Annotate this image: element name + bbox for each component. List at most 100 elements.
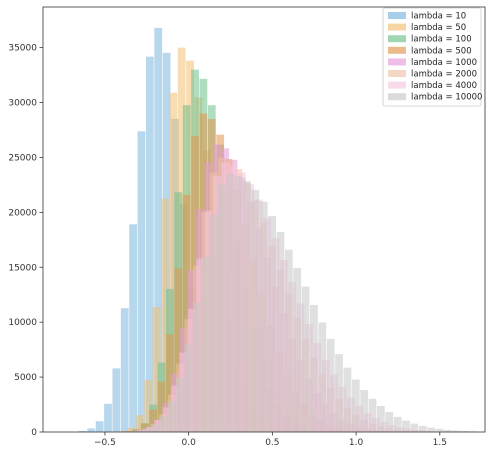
- histogram-bar: [259, 201, 268, 432]
- histogram-bar: [120, 308, 129, 432]
- y-tick-label: 0: [31, 428, 37, 438]
- x-axis: −0.5 0.0 0.5 1.0 1.5: [94, 432, 447, 448]
- legend-swatch: [388, 12, 406, 19]
- histogram-bar: [368, 398, 377, 432]
- histogram-bar: [152, 307, 161, 432]
- legend-swatch: [388, 81, 406, 89]
- legend-label: lambda = 4000: [411, 81, 477, 91]
- histogram-bar: [149, 409, 158, 432]
- histogram-bar: [393, 416, 402, 432]
- x-tick-label: 0.5: [265, 438, 279, 448]
- histogram-bar: [145, 56, 154, 433]
- histogram-bar: [443, 429, 452, 432]
- histogram-bar: [132, 429, 141, 432]
- legend-label: lambda = 500: [411, 46, 472, 56]
- y-tick-label: 35000: [8, 44, 37, 54]
- series-8: [134, 173, 477, 432]
- histogram-bar: [182, 195, 191, 432]
- histogram-bar: [402, 420, 410, 432]
- histogram-bar: [150, 424, 159, 432]
- histogram-bar: [343, 367, 352, 432]
- histogram-bar: [234, 175, 243, 432]
- histogram-bar: [127, 427, 136, 432]
- histogram-bar: [310, 304, 318, 432]
- legend-box: [382, 7, 482, 107]
- histogram-bar: [460, 431, 469, 432]
- histogram-bar: [142, 428, 151, 432]
- histogram-bar: [243, 181, 251, 432]
- legend-swatch: [388, 58, 406, 66]
- histogram-bar: [129, 224, 137, 432]
- histogram-bar: [159, 415, 168, 432]
- y-tick-label: 30000: [8, 99, 37, 109]
- histogram-bar: [192, 302, 201, 432]
- histogram-bar: [335, 354, 343, 432]
- histogram-bar: [418, 425, 427, 432]
- histogram-bar: [154, 27, 163, 433]
- x-tick-label: −0.5: [94, 438, 116, 448]
- histogram-bar: [104, 403, 112, 432]
- legend-swatch: [388, 23, 406, 31]
- histogram-bar: [201, 257, 209, 432]
- histogram-bar: [301, 286, 310, 432]
- histogram-bar: [174, 268, 183, 432]
- histogram-bar: [157, 381, 166, 432]
- histogram-bar: [209, 214, 218, 432]
- histogram-bar: [119, 431, 127, 432]
- y-tick-label: 10000: [8, 318, 37, 328]
- histogram-bar: [79, 430, 87, 432]
- histogram-bar: [140, 423, 149, 432]
- histogram-bar: [161, 198, 169, 432]
- y-tick-label: 15000: [8, 263, 37, 273]
- histogram-bar: [435, 428, 444, 432]
- x-tick-label: 1.0: [349, 438, 364, 448]
- histogram-bar: [167, 401, 176, 432]
- histogram-bar: [326, 338, 335, 432]
- histogram-bar: [95, 421, 104, 432]
- histogram-bar: [351, 379, 360, 432]
- histogram-bar: [134, 430, 143, 432]
- y-axis: 0 5000 10000 15000 20000 25000 30000 35000: [8, 44, 43, 438]
- histogram-bar: [284, 249, 293, 432]
- histogram-bar: [318, 322, 327, 432]
- histogram-bar: [176, 377, 184, 432]
- histogram-bar: [87, 428, 96, 432]
- histogram-bar: [276, 232, 285, 432]
- histogram-bar: [385, 412, 394, 432]
- histogram-bar: [360, 389, 369, 432]
- histogram-bar: [166, 334, 174, 432]
- histogram-bar: [144, 379, 153, 432]
- histogram-bar: [427, 427, 436, 432]
- histogram-bar: [112, 368, 121, 432]
- y-tick-label: 25000: [8, 153, 37, 163]
- histogram-bar: [268, 215, 276, 432]
- legend-label: lambda = 10000: [411, 93, 482, 103]
- legend-label: lambda = 1000: [411, 58, 477, 68]
- histogram-bar: [169, 92, 178, 433]
- histogram-bar: [184, 344, 193, 432]
- x-tick-label: 1.5: [433, 438, 447, 448]
- histogram-bar: [226, 173, 235, 432]
- legend-label: lambda = 10: [411, 12, 466, 22]
- legend-swatch: [388, 93, 406, 101]
- bars-layer: [79, 27, 477, 433]
- histogram-bar: [452, 430, 461, 432]
- plot-frame: [42, 6, 486, 433]
- histogram-bar: [410, 423, 419, 432]
- histogram-bar: [137, 131, 146, 432]
- legend-swatch: [388, 35, 406, 43]
- x-tick-label: 0.0: [181, 438, 196, 448]
- y-tick-label: 5000: [14, 373, 37, 383]
- legend-swatch: [388, 70, 406, 77]
- legend-swatch: [388, 46, 406, 54]
- legend-label: lambda = 50: [411, 23, 466, 33]
- legend-label: lambda = 100: [411, 35, 472, 45]
- histogram-bar: [251, 189, 260, 432]
- histogram-bar: [217, 184, 226, 432]
- histogram-bar: [293, 268, 302, 432]
- legend-label: lambda = 2000: [411, 70, 477, 80]
- y-tick-label: 20000: [8, 208, 37, 218]
- histogram-bar: [135, 415, 144, 432]
